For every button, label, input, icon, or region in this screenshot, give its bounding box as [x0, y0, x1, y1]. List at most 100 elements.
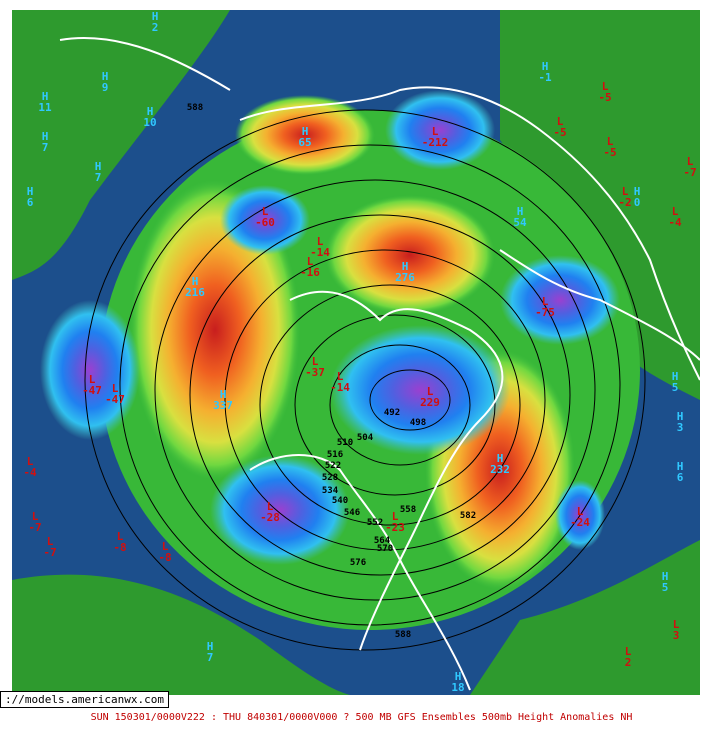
- coastlines: [59, 37, 701, 691]
- cold-anomaly: [330, 325, 510, 455]
- center-value: 6: [27, 196, 34, 209]
- cold-anomaly: [210, 455, 350, 565]
- center-kind: H: [102, 70, 109, 83]
- center-kind: H: [634, 185, 641, 198]
- center-value: 0: [634, 196, 641, 209]
- cold-anomaly: [500, 255, 620, 345]
- center-kind: L: [427, 385, 434, 398]
- center-value: -60: [255, 216, 275, 229]
- center-kind: L: [47, 535, 54, 548]
- center-value: -47: [82, 384, 102, 397]
- warm-anomaly: [235, 95, 375, 175]
- center-value: 229: [420, 396, 440, 409]
- center-kind: L: [622, 185, 629, 198]
- center-kind: L: [267, 500, 274, 513]
- center-value: -5: [598, 91, 611, 104]
- center-value: -14: [330, 381, 350, 394]
- center-kind: L: [672, 205, 679, 218]
- center-value: 18: [451, 681, 464, 694]
- green-region: [500, 10, 700, 400]
- center-value: -7: [683, 166, 696, 179]
- center-value: 11: [38, 101, 52, 114]
- center-kind: L: [557, 115, 564, 128]
- center-kind: L: [307, 255, 314, 268]
- center-kind: H: [302, 125, 309, 138]
- center-value: 3: [673, 629, 680, 642]
- green-region: [12, 10, 230, 280]
- center-value: 9: [102, 81, 109, 94]
- center-kind: L: [112, 382, 119, 395]
- warm-anomaly: [130, 180, 300, 480]
- center-kind: H: [455, 670, 462, 683]
- height-contours: [84, 109, 646, 651]
- center-value: 337: [213, 399, 233, 412]
- center-value: -28: [260, 511, 280, 524]
- center-kind: L: [625, 645, 632, 658]
- center-value: -37: [305, 366, 325, 379]
- center-kind: L: [577, 505, 584, 518]
- center-kind: L: [262, 205, 269, 218]
- contour-label: 564: [374, 536, 391, 546]
- contour-label: 576: [350, 558, 366, 568]
- center-value: -212: [422, 136, 449, 149]
- center-value: -4: [23, 466, 37, 479]
- center-value: -2: [618, 196, 631, 209]
- center-value: -47: [105, 393, 125, 406]
- center-kind: L: [607, 135, 614, 148]
- center-value: 2: [625, 656, 632, 669]
- cold-anomaly: [40, 300, 140, 440]
- center-value: -75: [535, 306, 555, 319]
- contour-label: 570: [377, 544, 393, 554]
- watermark: ://models.americanwx.com: [0, 691, 169, 708]
- green-region: [470, 540, 700, 695]
- contour-label: 540: [332, 496, 348, 506]
- contour-label: 582: [460, 511, 476, 521]
- green-region: [12, 574, 350, 695]
- center-value: -5: [603, 146, 616, 159]
- contour-label: 492: [384, 408, 400, 418]
- center-value: -8: [158, 551, 171, 564]
- contour-label: 510: [337, 438, 353, 448]
- center-value: -5: [553, 126, 566, 139]
- center-kind: L: [317, 235, 324, 248]
- center-kind: H: [207, 640, 214, 653]
- center-kind: H: [95, 160, 102, 173]
- center-value: -14: [310, 246, 330, 259]
- center-value: -7: [28, 521, 41, 534]
- contour-label: 552: [367, 518, 383, 528]
- center-kind: L: [337, 370, 344, 383]
- caption: SUN 150301/0000V222 : THU 840301/0000V00…: [90, 712, 633, 723]
- center-kind: H: [42, 90, 49, 103]
- center-kind: H: [152, 10, 159, 23]
- center-kind: H: [542, 60, 549, 73]
- center-value: 2: [152, 21, 159, 34]
- center-kind: L: [117, 530, 124, 543]
- contour-label: 528: [322, 473, 338, 483]
- center-kind: H: [677, 460, 684, 473]
- warm-anomaly: [325, 195, 495, 315]
- center-value: -7: [43, 546, 56, 559]
- center-kind: L: [162, 540, 169, 553]
- center-value: -24: [570, 516, 590, 529]
- center-kind: H: [662, 570, 669, 583]
- center-value: 7: [42, 141, 49, 154]
- contour-label: 522: [325, 461, 341, 471]
- center-value: 7: [207, 651, 214, 664]
- center-value: 232: [490, 463, 510, 476]
- center-kind: L: [673, 618, 680, 631]
- center-kind: H: [147, 105, 154, 118]
- center-kind: H: [220, 388, 227, 401]
- center-value: -23: [385, 521, 405, 534]
- center-kind: H: [27, 185, 34, 198]
- center-value: -16: [300, 266, 320, 279]
- contour-label: 546: [344, 508, 360, 518]
- center-kind: L: [32, 510, 39, 523]
- center-value: 276: [395, 271, 415, 284]
- center-value: 7: [95, 171, 102, 184]
- cold-anomaly: [385, 90, 495, 170]
- contour-label: 498: [410, 418, 426, 428]
- center-kind: L: [27, 455, 34, 468]
- center-kind: H: [192, 275, 199, 288]
